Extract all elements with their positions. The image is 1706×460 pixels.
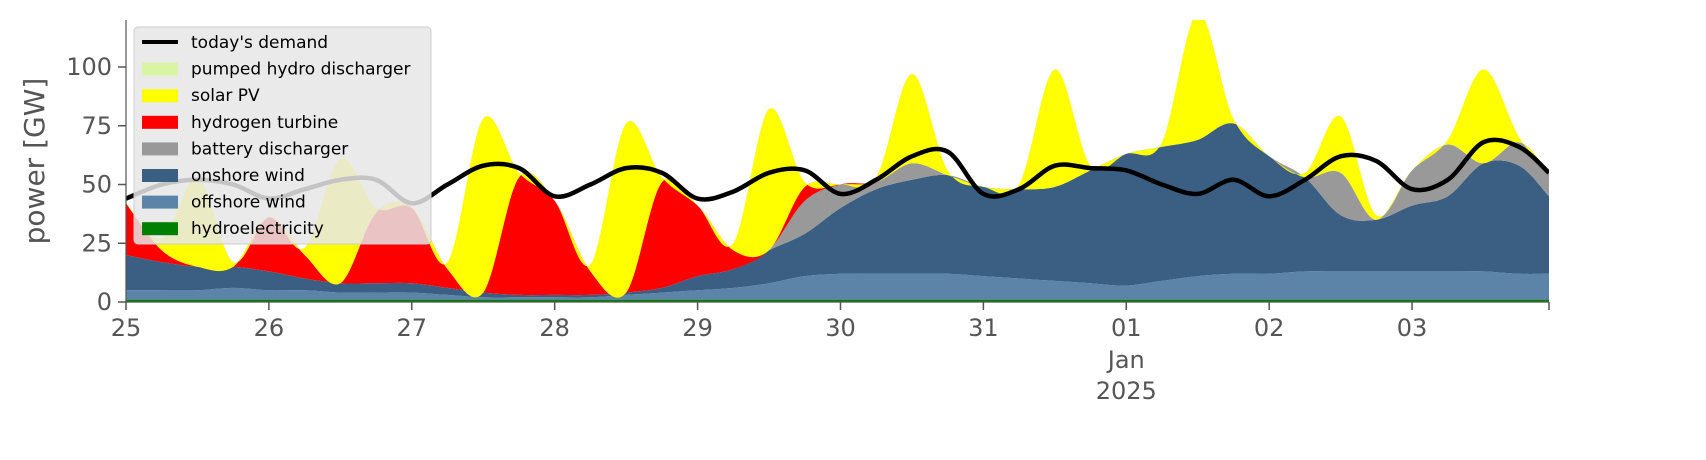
legend-swatch-hydrogen-turbine <box>142 115 178 129</box>
legend-label-pumped-hydro-discharger: pumped hydro discharger <box>191 60 410 80</box>
area-battery-discharger <box>126 123 1549 296</box>
x-tick-label: 29 <box>682 314 713 342</box>
legend-swatch-offshore-wind <box>142 195 178 209</box>
area-solar-pv <box>126 20 1549 298</box>
x-tick-label: 03 <box>1397 314 1428 342</box>
y-tick-label: 50 <box>81 171 112 199</box>
legend-swatch-battery-discharger <box>142 142 178 156</box>
x-tick-label: 01 <box>1111 314 1142 342</box>
y-axis-label: power [GW] <box>18 78 51 245</box>
legend-label-hydroelectricity: hydroelectricity <box>191 219 324 239</box>
legend-label-hydrogen-turbine: hydrogen turbine <box>191 113 338 133</box>
x-tick-sublabel: Jan <box>1106 346 1145 374</box>
legend-swatch-onshore-wind <box>142 169 178 182</box>
legend-label-onshore-wind: onshore wind <box>191 166 305 186</box>
x-tick-sublabel: 2025 <box>1096 377 1157 405</box>
x-tick-label: 30 <box>825 314 856 342</box>
x-tick-label: 27 <box>397 314 428 342</box>
legend-swatch-hydroelectricity <box>142 222 178 236</box>
legend-label-offshore-wind: offshore wind <box>191 193 306 213</box>
legend-label-battery-discharger: battery discharger <box>191 139 348 159</box>
area-onshore-wind <box>126 123 1549 298</box>
x-tick-label: 31 <box>968 314 999 342</box>
y-tick-label: 25 <box>81 229 112 257</box>
y-tick-label: 100 <box>66 53 112 81</box>
legend-box <box>133 26 432 245</box>
x-axis: 25 26 27 28 29 30 31 01 Jan 2025 02 03 <box>111 301 1550 405</box>
legend: today's demand pumped hydro discharger sol… <box>133 26 432 245</box>
legend-swatch-solar-pv <box>142 89 178 103</box>
legend-label-solar-pv: solar PV <box>191 86 260 106</box>
area-offshore-wind <box>126 271 1549 300</box>
y-tick-label: 0 <box>97 288 112 316</box>
x-tick-label: 28 <box>539 314 570 342</box>
x-tick-label: 02 <box>1254 314 1285 342</box>
y-tick-label: 75 <box>81 112 112 140</box>
x-tick-label: 25 <box>111 314 142 342</box>
legend-swatch-pumped-hydro-discharger <box>142 62 178 76</box>
legend-label-today-s-demand: today's demand <box>191 33 328 53</box>
x-tick-label: 26 <box>254 314 285 342</box>
y-axis: 0 25 50 75 100 <box>66 20 127 316</box>
